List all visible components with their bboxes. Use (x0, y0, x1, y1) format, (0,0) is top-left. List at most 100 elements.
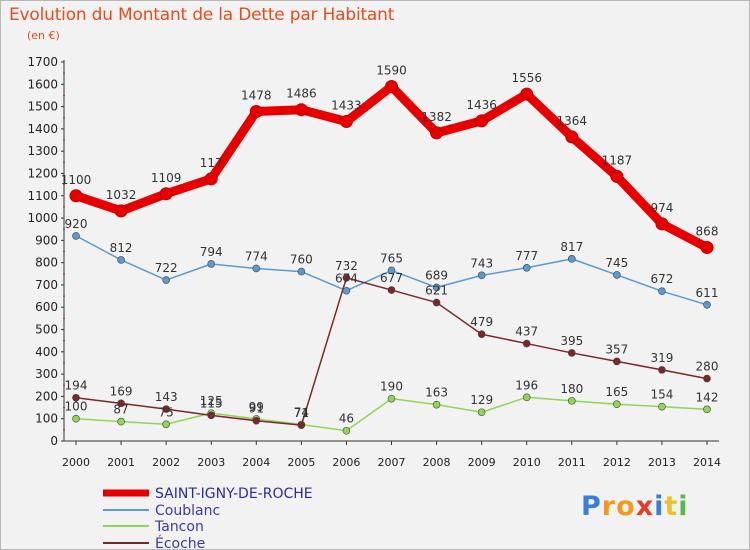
data-label-4: 194 (65, 379, 88, 393)
data-label-3: 125 (200, 394, 223, 408)
data-point-3 (117, 417, 125, 426)
data-label-1: 1109 (151, 171, 182, 185)
data-point-2 (432, 283, 441, 292)
data-point-4 (567, 349, 576, 357)
x-tick-label: 2003 (197, 456, 225, 469)
x-tick-label: 2009 (468, 456, 496, 469)
data-point-1 (610, 169, 624, 183)
data-label-4: 395 (560, 334, 583, 348)
data-label-2: 611 (696, 286, 719, 300)
data-label-2: 794 (200, 245, 223, 259)
data-point-2 (613, 271, 621, 279)
data-label-3: 74 (294, 406, 309, 420)
y-tick-label: 1300 (27, 144, 58, 158)
y-tick-label: 500 (35, 323, 58, 337)
y-tick-label: 900 (35, 233, 58, 247)
y-tick-label: 200 (35, 389, 58, 403)
y-tick-label: 1700 (27, 55, 58, 69)
data-point-1 (700, 240, 714, 254)
logo-letter: o (616, 491, 636, 522)
x-tick-label: 2010 (513, 456, 541, 469)
y-tick-label: 300 (35, 367, 58, 381)
data-label-1: 1032 (106, 188, 137, 202)
chart-unit: (en €) (27, 29, 60, 42)
data-point-3 (658, 402, 666, 411)
data-label-2: 743 (470, 256, 493, 270)
data-point-4 (252, 416, 261, 425)
data-point-4 (613, 357, 621, 366)
data-label-1: 1364 (557, 114, 588, 128)
data-point-2 (72, 232, 80, 240)
chart-title: Evolution du Montant de la Dette par Hab… (9, 5, 395, 25)
data-label-3: 142 (696, 390, 719, 404)
data-label-4: 732 (335, 259, 358, 273)
data-point-4 (162, 405, 170, 413)
data-label-2: 722 (155, 261, 178, 275)
data-label-1: 868 (696, 224, 719, 238)
x-tick-label: 2008 (423, 456, 451, 469)
data-point-4 (703, 374, 711, 383)
proxiti-logo: Proxiti (581, 491, 689, 522)
data-label-1: 1433 (331, 99, 362, 113)
data-point-3 (432, 400, 441, 409)
data-label-4: 143 (155, 390, 178, 404)
data-point-3 (613, 400, 621, 409)
data-point-2 (477, 271, 486, 280)
data-label-2: 777 (515, 249, 538, 263)
data-point-4 (477, 330, 486, 339)
data-point-2 (342, 286, 351, 295)
data-label-2: 812 (110, 241, 133, 255)
data-point-3 (567, 397, 576, 405)
data-label-1: 1382 (421, 110, 452, 124)
data-point-4 (117, 399, 125, 408)
data-label-1: 1486 (286, 87, 317, 101)
data-label-1: 1436 (466, 98, 497, 112)
data-label-2: 774 (245, 249, 268, 263)
data-point-1 (565, 130, 579, 144)
data-point-3 (522, 393, 531, 402)
y-tick-label: 700 (35, 278, 58, 292)
data-label-2: 674 (335, 272, 358, 286)
data-label-4: 319 (650, 351, 673, 365)
x-tick-label: 2001 (107, 456, 135, 469)
x-tick-label: 2012 (603, 456, 631, 469)
data-label-2: 689 (425, 268, 448, 282)
data-point-4 (342, 274, 351, 282)
data-label-2: 760 (290, 253, 313, 267)
data-label-3: 163 (425, 386, 448, 400)
data-label-2: 672 (650, 272, 673, 286)
logo-letter: i (678, 491, 689, 522)
data-label-1: 1556 (511, 71, 542, 85)
data-point-2 (297, 267, 306, 276)
data-point-1 (655, 217, 669, 231)
data-label-4: 280 (696, 360, 719, 374)
data-point-1 (385, 80, 398, 94)
data-point-2 (207, 260, 216, 268)
data-point-2 (387, 266, 396, 275)
data-label-3: 129 (470, 393, 493, 407)
data-label-1: 1100 (61, 173, 92, 187)
data-label-4: 677 (380, 271, 403, 285)
data-point-4 (297, 421, 306, 429)
data-point-4 (72, 393, 80, 402)
x-tick-label: 2002 (152, 456, 180, 469)
data-point-2 (658, 287, 666, 295)
y-tick-label: 1000 (27, 211, 58, 225)
legend-label: Coublanc (155, 503, 220, 519)
logo-letter: x (635, 491, 655, 522)
x-tick-label: 2005 (287, 456, 315, 469)
data-point-3 (703, 405, 711, 414)
data-point-2 (117, 256, 125, 264)
data-label-4: 169 (110, 384, 133, 398)
data-point-4 (658, 366, 666, 374)
x-tick-label: 2004 (242, 456, 270, 469)
data-label-4: 479 (470, 315, 493, 329)
x-tick-label: 2013 (648, 456, 676, 469)
y-tick-label: 400 (35, 345, 58, 359)
data-point-2 (522, 263, 531, 272)
data-point-3 (387, 394, 396, 403)
legend-label: SAINT-IGNY-DE-ROCHE (155, 486, 313, 502)
data-label-1: 1187 (602, 153, 633, 167)
